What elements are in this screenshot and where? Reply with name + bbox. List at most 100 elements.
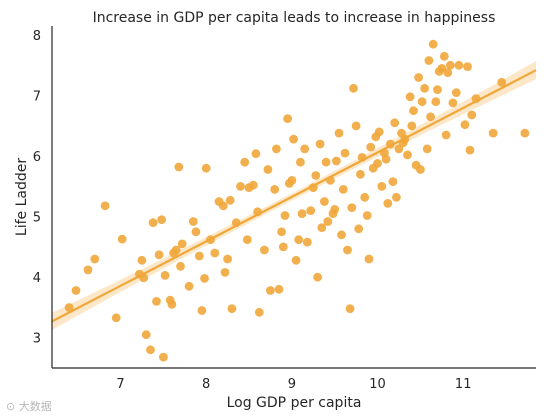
data-point bbox=[242, 235, 252, 245]
regression-line-layer bbox=[51, 69, 537, 323]
data-point bbox=[280, 211, 290, 220]
data-point bbox=[194, 251, 204, 261]
data-point bbox=[71, 286, 81, 295]
data-point bbox=[488, 128, 498, 138]
data-point bbox=[454, 60, 464, 70]
data-point bbox=[426, 112, 435, 122]
data-point bbox=[201, 163, 211, 173]
data-point bbox=[448, 98, 458, 108]
data-point bbox=[64, 303, 74, 312]
data-point bbox=[191, 227, 201, 237]
data-point bbox=[467, 110, 477, 120]
data-point bbox=[263, 165, 273, 174]
data-point bbox=[240, 157, 250, 167]
data-point bbox=[334, 128, 344, 138]
data-point bbox=[300, 144, 310, 154]
data-point bbox=[417, 97, 427, 107]
y-tick-label: 4 bbox=[33, 271, 41, 286]
data-point bbox=[100, 201, 110, 211]
data-point bbox=[306, 206, 316, 216]
data-point bbox=[465, 145, 475, 155]
data-point bbox=[377, 182, 387, 191]
data-point bbox=[460, 120, 470, 130]
data-point bbox=[117, 234, 127, 244]
data-point bbox=[270, 185, 280, 194]
y-tick-label: 6 bbox=[33, 150, 41, 165]
data-point bbox=[349, 83, 358, 93]
data-point bbox=[394, 144, 404, 154]
data-point bbox=[311, 171, 321, 180]
data-point bbox=[315, 139, 325, 149]
data-point bbox=[266, 286, 275, 295]
data-point bbox=[188, 217, 198, 226]
data-point bbox=[154, 250, 164, 260]
data-point bbox=[409, 106, 418, 116]
data-point bbox=[225, 195, 235, 205]
data-point bbox=[356, 169, 365, 179]
data-point bbox=[137, 255, 147, 265]
regression-line bbox=[51, 69, 537, 323]
data-point bbox=[251, 149, 261, 159]
data-point bbox=[431, 97, 441, 107]
data-point bbox=[248, 180, 258, 190]
data-point bbox=[223, 254, 233, 264]
data-point bbox=[405, 92, 415, 102]
data-point bbox=[171, 245, 181, 255]
data-point bbox=[360, 192, 370, 202]
data-point bbox=[291, 255, 301, 265]
x-tick-label: 9 bbox=[288, 377, 296, 392]
data-point bbox=[90, 254, 100, 264]
data-point bbox=[463, 62, 472, 71]
data-point bbox=[111, 313, 121, 323]
data-point bbox=[337, 230, 346, 240]
data-point bbox=[152, 297, 161, 306]
data-point bbox=[441, 130, 451, 140]
data-point bbox=[277, 227, 286, 237]
data-point bbox=[381, 154, 391, 164]
data-point bbox=[320, 197, 329, 206]
data-point bbox=[520, 128, 530, 138]
data-point bbox=[296, 157, 305, 167]
x-ticks: 7 8 9 10 11 bbox=[116, 377, 471, 392]
x-tick-label: 8 bbox=[202, 377, 210, 392]
data-point bbox=[197, 306, 207, 315]
data-point bbox=[388, 177, 398, 187]
data-point bbox=[177, 239, 187, 249]
data-point bbox=[374, 127, 384, 137]
y-tick-label: 7 bbox=[33, 90, 41, 105]
data-point bbox=[383, 199, 393, 208]
x-tick-label: 11 bbox=[455, 377, 472, 392]
points-layer bbox=[64, 39, 530, 362]
data-point bbox=[148, 218, 158, 228]
data-point bbox=[167, 300, 177, 309]
data-point bbox=[220, 268, 230, 277]
y-tick-label: 5 bbox=[33, 211, 41, 226]
y-tick-label: 8 bbox=[33, 29, 41, 44]
data-point bbox=[439, 51, 449, 61]
data-point bbox=[184, 281, 194, 291]
data-point bbox=[236, 182, 245, 191]
data-point bbox=[497, 77, 507, 87]
data-point bbox=[210, 248, 220, 258]
y-axis-label: Life Ladder bbox=[14, 158, 30, 236]
data-point bbox=[343, 245, 352, 255]
data-point bbox=[323, 217, 333, 226]
data-point bbox=[141, 330, 151, 340]
data-point bbox=[174, 162, 184, 172]
data-point bbox=[347, 203, 357, 213]
data-point bbox=[321, 157, 331, 167]
data-point bbox=[297, 209, 307, 219]
data-point bbox=[445, 60, 455, 70]
data-point bbox=[366, 142, 376, 152]
y-ticks: 3 4 5 6 7 8 bbox=[33, 29, 41, 347]
data-point bbox=[416, 165, 425, 174]
data-point bbox=[317, 223, 327, 233]
chart-title: Increase in GDP per capita leads to incr… bbox=[93, 10, 496, 26]
data-point bbox=[218, 201, 228, 211]
data-point bbox=[83, 265, 93, 275]
data-point bbox=[287, 176, 297, 185]
data-point bbox=[313, 272, 322, 282]
data-point bbox=[227, 304, 237, 314]
data-point bbox=[414, 73, 423, 82]
